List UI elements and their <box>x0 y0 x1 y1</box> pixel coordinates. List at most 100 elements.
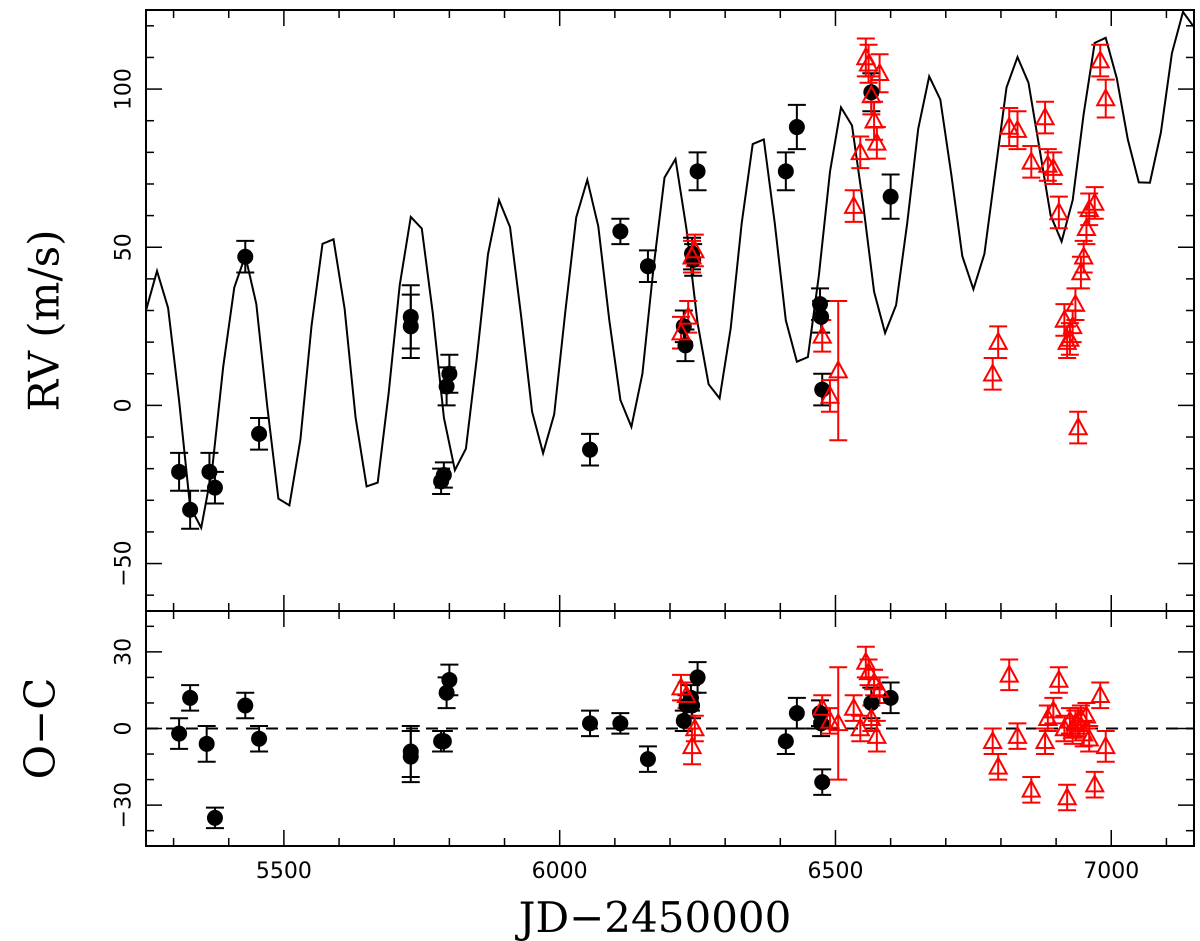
top-triangle-errorbar <box>844 189 863 223</box>
bottom-data-point-triangle <box>858 661 879 681</box>
top-data-point-triangle <box>861 84 882 104</box>
top-model-curve-layer <box>146 10 1194 531</box>
top-data-point-circle <box>813 308 830 325</box>
top-data-point-triangle <box>1073 245 1094 265</box>
top-triangle-errorbar <box>1069 410 1088 445</box>
bottom-data-point-triangle <box>843 697 864 716</box>
top-data-point-circle <box>677 337 694 354</box>
top-data-point-circle <box>402 318 419 335</box>
top-data-point-circle <box>201 463 218 480</box>
bottom-data-point-triangle <box>1079 727 1100 747</box>
bottom-errorbar-layer <box>170 645 1115 830</box>
bottom-data-point-triangle <box>1043 699 1064 719</box>
top-data-point-circle <box>438 378 455 395</box>
top-triangle-errorbar <box>1000 107 1019 148</box>
top-data-point-triangle <box>863 109 885 129</box>
bottom-data-point-triangle <box>1021 778 1042 798</box>
top-data-point-triangle <box>1095 87 1116 107</box>
y-tick-label: 100 <box>112 68 137 110</box>
bottom-data-point-circle <box>612 715 629 732</box>
y-tick-label: 0 <box>112 398 137 412</box>
bottom-data-point-circle <box>863 694 880 711</box>
top-data-point-circle <box>206 479 223 496</box>
top-data-point-triangle <box>1062 315 1083 335</box>
top-data-point-circle <box>777 163 794 180</box>
bottom-data-point-triangle <box>812 697 833 716</box>
top-data-point-triangle <box>1084 191 1105 211</box>
bottom-data-point-triangle <box>1007 725 1028 744</box>
top-data-point-circle <box>675 318 692 335</box>
bottom-data-point-triangle <box>1048 668 1070 688</box>
bottom-data-point-triangle <box>681 735 703 755</box>
top-data-point-triangle <box>678 305 699 325</box>
top-data-point-circle <box>689 163 706 180</box>
top-data-point-circle <box>441 365 458 382</box>
top-data-point-circle <box>788 119 805 136</box>
bottom-data-point-circle <box>582 715 599 732</box>
bottom-data-point-triangle <box>1067 709 1089 729</box>
bottom-data-point-triangle <box>866 725 888 744</box>
y-tick-label: 50 <box>112 233 137 261</box>
bottom-data-point-circle <box>684 697 701 714</box>
top-data-point-circle <box>251 425 268 442</box>
top-data-point-circle <box>639 258 656 275</box>
x-tick-label: 7000 <box>1083 859 1139 884</box>
top-triangle-errorbar <box>1096 78 1115 119</box>
bottom-data-point-circle <box>675 712 692 729</box>
top-data-point-circle <box>882 188 899 205</box>
bottom-data-point-triangle <box>987 755 1009 775</box>
bottom-data-point-circle <box>788 705 805 722</box>
top-data-point-triangle <box>1059 327 1081 347</box>
top-data-point-triangle <box>1076 217 1097 236</box>
bottom-data-point-circle <box>251 730 268 747</box>
bottom-data-point-triangle <box>861 707 882 726</box>
top-triangle-errorbar <box>1008 110 1027 151</box>
top-plot-frame <box>145 9 1195 612</box>
bottom-data-point-circle <box>814 774 831 791</box>
y-tick-label: 0 <box>112 722 137 736</box>
top-data-point-circle <box>812 296 829 313</box>
top-data-point-triangle <box>1048 201 1070 221</box>
bottom-triangle-errorbar <box>683 727 702 766</box>
top-data-point-circle <box>582 441 599 458</box>
bottom-marker-layer <box>171 651 1116 826</box>
top-data-point-triangle <box>1007 119 1028 138</box>
bottom-data-point-triangle <box>1095 735 1116 755</box>
top-data-point-triangle <box>1067 416 1089 436</box>
x-tick-label: 5500 <box>256 859 312 884</box>
top-data-point-triangle <box>1054 308 1075 328</box>
bottom-ticks: 5500 6000 6500 7000 −30 0 30 <box>112 611 1194 884</box>
top-data-point-triangle <box>982 362 1003 382</box>
top-errorbar-layer <box>170 37 1115 530</box>
top-data-point-triangle <box>1037 153 1059 173</box>
bottom-data-point-circle <box>777 733 794 750</box>
bottom-panel: 5500 6000 6500 7000 −30 0 30 O−C JD−2450000 <box>16 610 1195 941</box>
bottom-data-point-triangle <box>1034 730 1056 749</box>
top-data-point-circle <box>237 248 254 265</box>
bottom-data-point-triangle <box>850 717 871 737</box>
top-data-point-triangle <box>819 384 841 404</box>
top-data-point-triangle <box>828 359 849 379</box>
x-axis-title: JD−2450000 <box>515 893 792 941</box>
y-tick-label: 30 <box>112 638 137 666</box>
top-data-point-triangle <box>684 239 706 259</box>
bottom-data-point-circle <box>689 669 706 686</box>
top-triangle-errorbar <box>983 356 1002 391</box>
top-data-point-triangle <box>1090 49 1111 69</box>
bottom-data-point-circle <box>402 748 419 765</box>
top-data-point-triangle <box>670 321 692 341</box>
model-curve <box>146 10 1194 531</box>
bottom-y-axis-title: O−C <box>16 678 65 780</box>
bottom-data-point-circle <box>639 751 656 768</box>
top-data-point-triangle <box>812 324 833 344</box>
bottom-plot-frame <box>145 610 1195 847</box>
top-data-point-circle <box>612 223 629 240</box>
bottom-data-point-triangle <box>1070 707 1092 726</box>
top-triangle-errorbar <box>1077 211 1096 246</box>
bottom-data-point-triangle <box>1056 786 1078 806</box>
bottom-data-point-triangle <box>1076 704 1097 724</box>
top-triangle-errorbar <box>1049 195 1068 230</box>
top-data-point-triangle <box>1021 150 1042 170</box>
bottom-data-point-triangle <box>982 730 1003 749</box>
top-ticks: −50 0 50 100 <box>112 10 1194 611</box>
